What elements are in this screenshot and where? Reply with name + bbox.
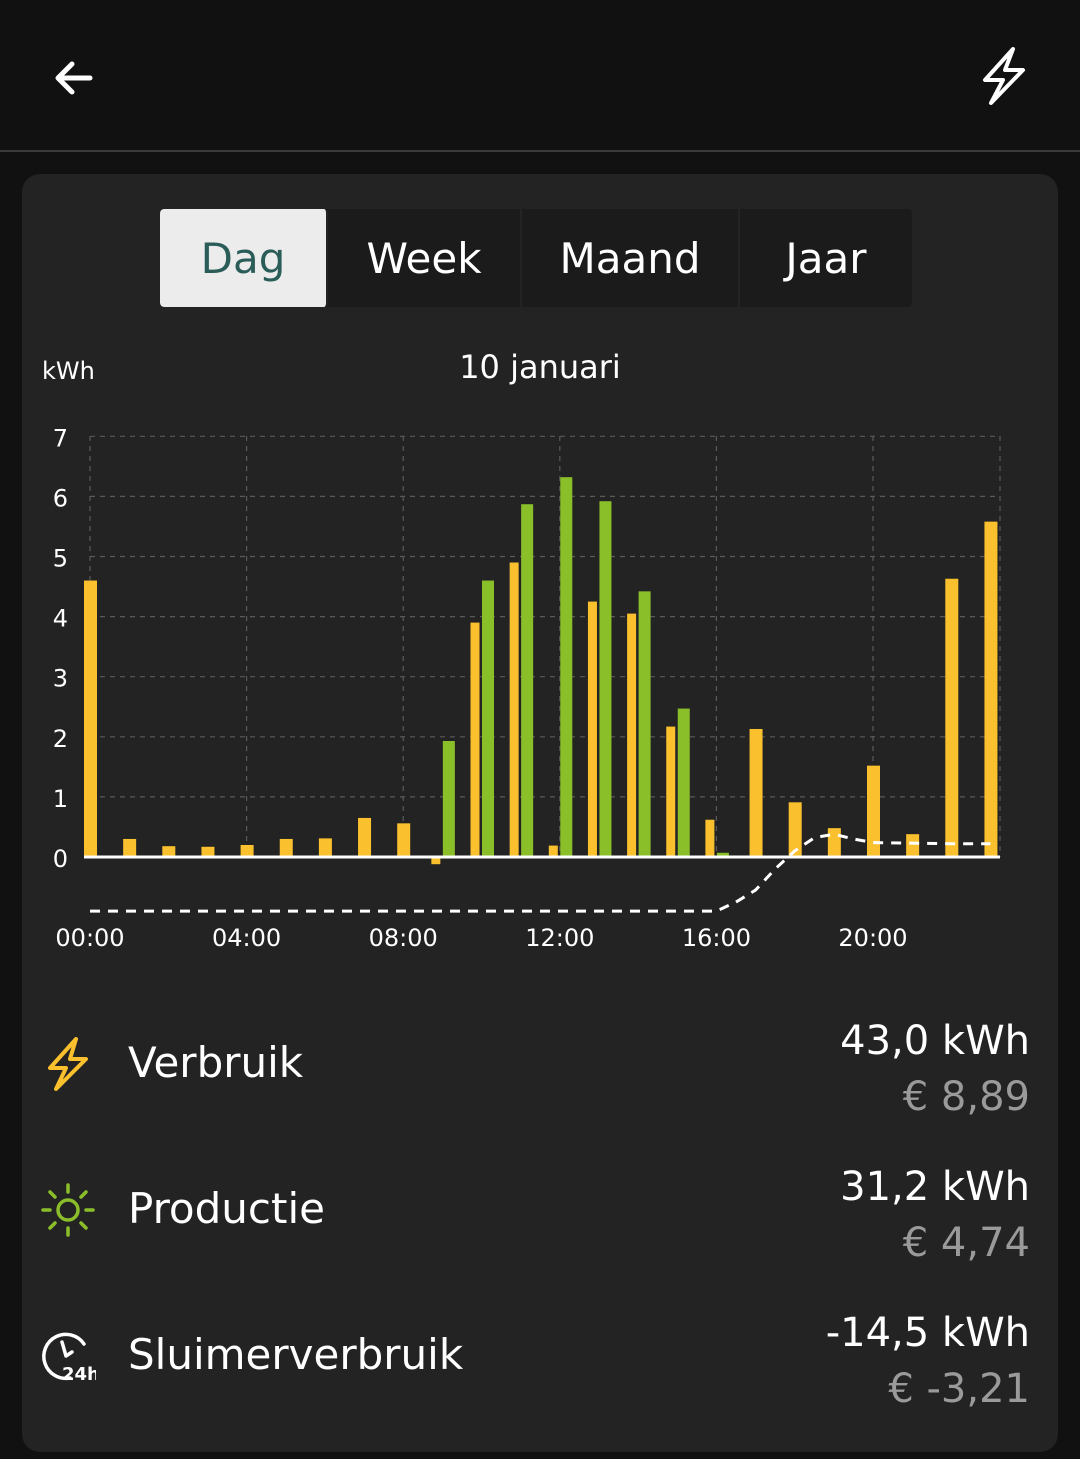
bar-verbruik [627,613,637,857]
bar-productie [638,591,651,857]
bar-verbruik [749,728,763,857]
arrow-left-icon [55,61,93,95]
summary-kwh: 31,2 kWh [840,1164,1030,1210]
bar-verbruik [318,838,332,857]
bar-verbruik [240,844,254,857]
summary-kwh: -14,5 kWh [825,1310,1030,1356]
lightning-icon [983,47,1025,105]
bar-verbruik [509,562,519,857]
summary-row-productie[interactable]: Productie 31,2 kWh € 4,74 [22,1140,1058,1286]
summary-cost: € 8,89 [902,1074,1030,1120]
summary-row-sluimerverbruik[interactable]: 24h Sluimerverbruik -14,5 kWh € -3,21 [22,1286,1058,1432]
x-tick-label: 00:00 [55,924,124,952]
summary-kwh: 43,0 kWh [840,1018,1030,1064]
bar-verbruik [945,578,959,857]
bar-productie [599,501,612,857]
y-tick-label: 7 [53,424,68,452]
bar-verbruik [397,823,411,857]
chart-canvas: kWh 10 januari 0 1 2 3 4 5 6 7 00:00 04:00 08:00 12… [42,348,1001,952]
bar-verbruik [431,857,441,865]
summary-label: Verbruik [128,1038,304,1087]
bar-verbruik [788,802,802,857]
bar-verbruik [705,819,715,857]
tab-maand[interactable]: Maand [522,209,740,307]
x-tick-label: 04:00 [212,924,281,952]
summary-row-verbruik[interactable]: Verbruik 43,0 kWh € 8,89 [22,994,1058,1140]
tab-dag[interactable]: Dag [160,209,328,307]
energy-button[interactable] [974,44,1034,108]
energy-chart: kWh 10 januari 0 1 2 3 4 5 6 7 00:00 04:00 08:00 12… [22,334,1058,974]
sun-icon [40,1182,96,1238]
chart-title: 10 januari [459,348,621,386]
bar-verbruik [827,828,841,857]
y-tick-label: 4 [53,605,68,633]
bar-verbruik [548,845,558,857]
bar-verbruik [587,601,597,857]
bar-productie [716,852,729,857]
energy-card: Dag Week Maand Jaar kWh 10 januari 0 1 2 3 4… [22,174,1058,1452]
x-tick-label: 20:00 [838,924,907,952]
lightning-icon [40,1036,96,1092]
tab-week[interactable]: Week [328,209,522,307]
bar-productie [482,580,494,857]
y-tick-label: 3 [53,665,68,693]
bar-verbruik [162,846,176,857]
y-tick-label: 2 [53,725,68,753]
bar-verbruik [470,622,480,857]
summary-cost: € 4,74 [902,1220,1030,1266]
bar-productie [442,741,455,857]
summary-list: Verbruik 43,0 kWh € 8,89 [22,994,1058,1432]
summary-label: Sluimerverbruik [128,1330,464,1379]
bar-verbruik [906,834,920,857]
period-tabs: Dag Week Maand Jaar [160,209,912,307]
summary-label: Productie [128,1184,325,1233]
bar-productie [521,504,534,857]
app-bar [0,0,1080,152]
y-tick-label: 6 [53,484,68,512]
bar-verbruik [358,817,372,857]
x-tick-label: 16:00 [682,924,751,952]
bar-productie [677,708,690,857]
bar-verbruik [123,838,137,857]
tab-jaar[interactable]: Jaar [785,233,867,283]
line-sluimerverbruik [90,832,991,913]
x-tick-label: 12:00 [525,924,594,952]
bar-productie [560,477,573,857]
back-button[interactable] [44,50,104,106]
clock-24h-icon: 24h [40,1328,96,1384]
y-tick-label: 1 [53,785,68,813]
x-tick-label: 08:00 [369,924,438,952]
bar-verbruik [867,765,880,857]
bar-verbruik [279,838,293,857]
y-axis-label: kWh [42,357,95,385]
summary-cost: € -3,21 [888,1366,1030,1412]
bar-verbruik [666,726,676,857]
bar-verbruik [201,846,215,857]
y-tick-label: 0 [53,845,68,873]
bar-verbruik [84,580,97,857]
svg-text:24h: 24h [62,1364,96,1384]
y-tick-label: 5 [53,545,68,573]
bar-verbruik [984,521,998,857]
